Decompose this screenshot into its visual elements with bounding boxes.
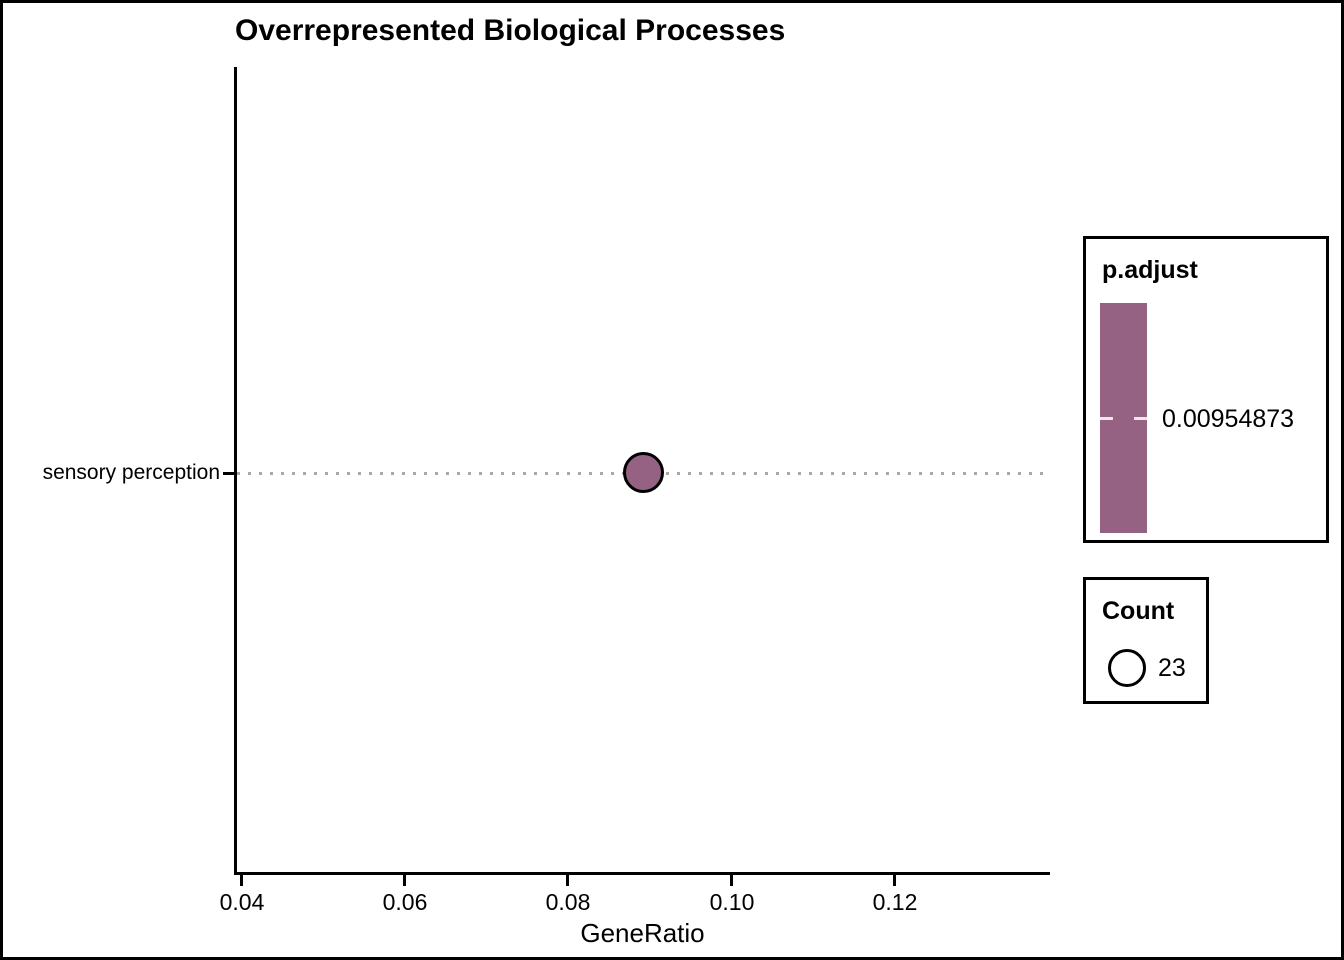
legend-count-box: Count 23 xyxy=(1083,577,1209,704)
x-axis-tick xyxy=(240,875,243,886)
padjust-tick-label: 0.00954873 xyxy=(1162,405,1295,433)
x-axis-tick xyxy=(730,875,733,886)
plot-title: Overrepresented Biological Processes xyxy=(235,14,786,47)
y-axis-tick xyxy=(223,472,235,475)
legend-padjust-box: p.adjust 0.00954873 xyxy=(1083,236,1329,543)
legend-count-title: Count xyxy=(1102,597,1175,625)
y-category-label: sensory perception xyxy=(42,461,220,484)
x-axis-title: GeneRatio xyxy=(580,918,705,948)
count-size-key-circle xyxy=(1108,649,1146,687)
x-tick-label: 0.04 xyxy=(219,889,265,915)
y-axis-line xyxy=(234,67,237,875)
x-tick-label: 0.10 xyxy=(709,889,755,915)
colorbar-tick-left xyxy=(1100,417,1113,420)
x-tick-label: 0.06 xyxy=(382,889,428,915)
x-axis-line xyxy=(234,872,1050,875)
colorbar-tick-right xyxy=(1134,417,1147,420)
legend-padjust-title: p.adjust xyxy=(1102,256,1198,284)
count-size-key-label: 23 xyxy=(1158,654,1186,682)
x-axis-tick xyxy=(403,875,406,886)
x-tick-label: 0.12 xyxy=(872,889,918,915)
x-axis-tick xyxy=(566,875,569,886)
scatter-point-sensory-perception xyxy=(623,452,664,493)
x-tick-label: 0.08 xyxy=(545,889,591,915)
x-axis-tick xyxy=(893,875,896,886)
